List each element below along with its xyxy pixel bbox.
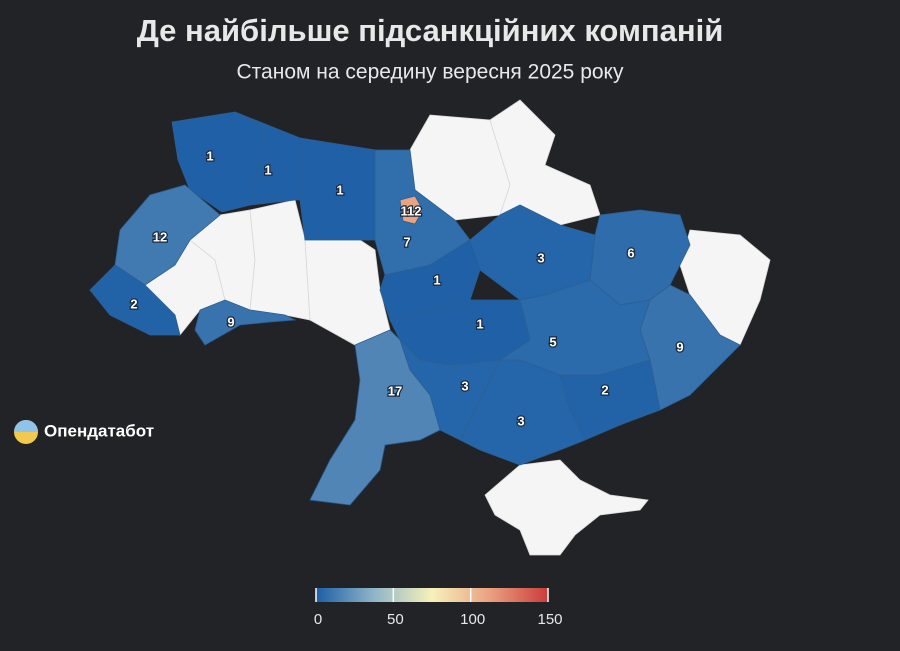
subtitle: Станом на середину вересня 2025 року <box>237 61 624 84</box>
region-label: 9 <box>227 314 234 329</box>
map: 1 1 1 7 112 12 2 9 1 1 3 6 9 5 2 3 3 17 <box>89 99 771 556</box>
region-label: 1 <box>476 316 483 331</box>
colorbar-gradient <box>316 588 548 602</box>
region <box>399 195 424 225</box>
region-label: 112 <box>401 203 422 218</box>
region-label: 12 <box>153 229 167 244</box>
colorbar-tick-label: 150 <box>537 611 562 628</box>
region-label: 3 <box>461 378 468 393</box>
region-label: 7 <box>403 234 410 249</box>
region-label: 17 <box>388 383 402 398</box>
colorbar-tick-label: 100 <box>460 611 485 628</box>
region <box>89 264 181 336</box>
region-empty <box>484 459 649 556</box>
region-empty <box>249 199 311 321</box>
region-label: 3 <box>537 250 544 265</box>
region-empty <box>304 239 391 346</box>
region-label: 1 <box>433 272 440 287</box>
region <box>194 299 297 346</box>
brand-name: Опендатабот <box>44 421 154 440</box>
region-label: 1 <box>206 148 213 163</box>
region-empty <box>489 99 601 226</box>
region-label: 2 <box>130 296 137 311</box>
brand-logo-top <box>14 420 38 432</box>
region-label: 6 <box>627 245 634 260</box>
colorbar: 0 50 100 150 <box>314 588 563 628</box>
title: Де найбільше підсанкційних компаній <box>137 13 724 48</box>
region-label: 2 <box>601 382 608 397</box>
colorbar-tick-label: 0 <box>314 611 322 628</box>
region-label: 9 <box>676 339 683 354</box>
region-label: 1 <box>264 162 271 177</box>
region-label: 5 <box>549 334 556 349</box>
region <box>309 329 441 506</box>
colorbar-tick-label: 50 <box>387 611 404 628</box>
region-label: 1 <box>336 182 343 197</box>
brand: Опендатабот <box>14 420 154 444</box>
region-label: 3 <box>517 413 524 428</box>
